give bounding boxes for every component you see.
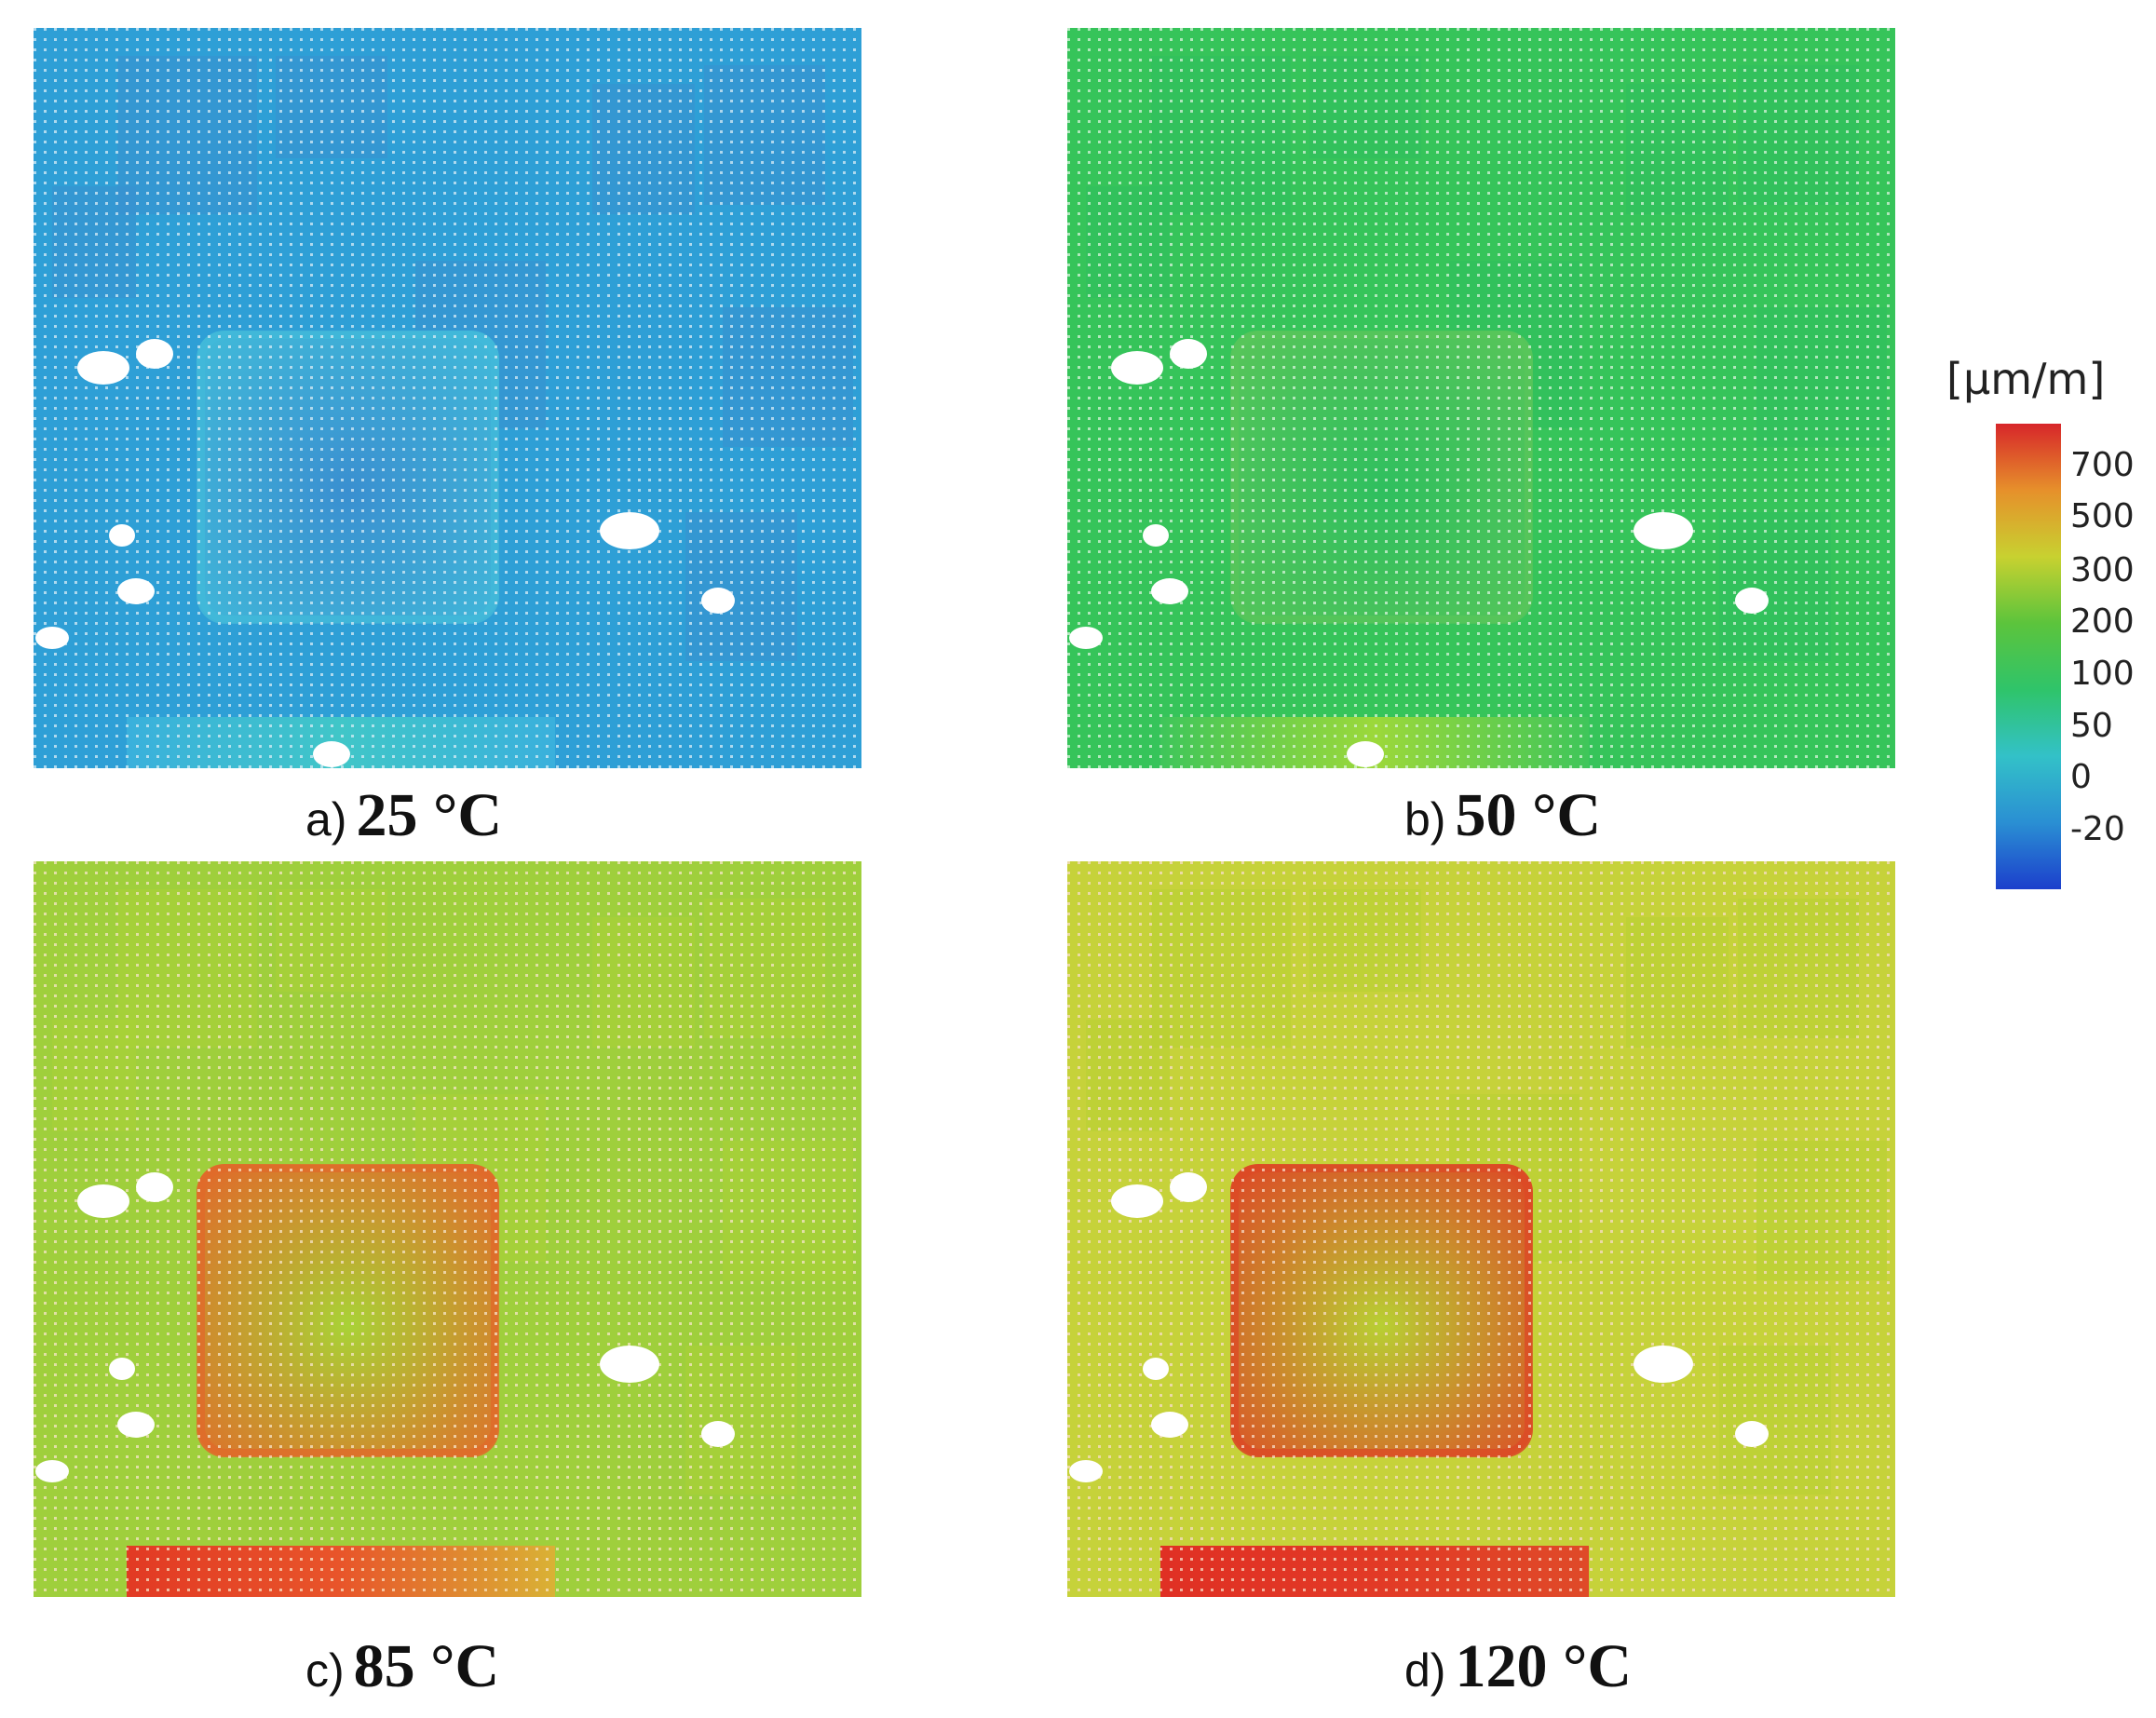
missing-data-region [1151,1412,1188,1438]
missing-data-region [1069,627,1103,649]
strain-map-25c-graphic [34,28,861,768]
colorbar-tick-500: 500 [2070,497,2135,535]
caption-letter: a) [305,793,347,845]
strain-map-25c [34,28,861,768]
strain-map-85c [34,861,861,1597]
strain-map-85c-graphic [34,861,861,1597]
measurement-grid [34,861,861,1597]
missing-data-region [600,512,659,549]
missing-data-region [1111,351,1163,385]
strain-map-120c [1067,861,1895,1597]
strain-map-50c-graphic [1067,28,1895,768]
colorbar-unit-label: [µm/m] [1946,354,2106,404]
missing-data-region [136,339,173,369]
caption-temperature: 85 °C [353,1632,500,1700]
missing-data-region [1151,578,1188,604]
missing-data-region [1069,1460,1103,1482]
missing-data-region [1735,1421,1769,1447]
missing-data-region [1170,339,1207,369]
colorbar-tick-0: 0 [2070,758,2092,796]
missing-data-region [136,1172,173,1202]
colorbar [1996,424,2061,889]
strain-map-120c-graphic [1067,861,1895,1597]
strain-map-50c [1067,28,1895,768]
measurement-grid [1067,28,1895,768]
missing-data-region [77,351,129,385]
colorbar-gradient [1996,424,2061,889]
measurement-grid [34,28,861,768]
missing-data-region [109,1358,135,1380]
colorbar-tick-700: 700 [2070,446,2135,484]
caption-panel-d: d) 120 °C [1404,1631,1632,1702]
missing-data-region [1347,741,1384,767]
caption-letter: c) [305,1644,345,1697]
colorbar-tick-100: 100 [2070,655,2135,693]
missing-data-region [1735,588,1769,614]
missing-data-region [1634,512,1693,549]
caption-letter: b) [1404,793,1446,845]
missing-data-region [1143,1358,1169,1380]
missing-data-region [1111,1184,1163,1218]
caption-panel-c: c) 85 °C [305,1631,499,1702]
measurement-grid [1067,861,1895,1597]
colorbar-tick-50: 50 [2070,707,2113,745]
missing-data-region [35,627,69,649]
caption-panel-a: a) 25 °C [305,780,502,851]
missing-data-region [77,1184,129,1218]
colorbar-tick-300: 300 [2070,551,2135,589]
missing-data-region [117,1412,155,1438]
missing-data-region [1143,524,1169,547]
missing-data-region [1634,1346,1693,1383]
missing-data-region [600,1346,659,1383]
colorbar-tick-200: 200 [2070,602,2135,641]
missing-data-region [117,578,155,604]
caption-temperature: 25 °C [356,781,503,849]
missing-data-region [1170,1172,1207,1202]
missing-data-region [109,524,135,547]
caption-panel-b: b) 50 °C [1404,780,1601,851]
missing-data-region [35,1460,69,1482]
caption-temperature: 50 °C [1455,781,1602,849]
caption-letter: d) [1404,1644,1446,1697]
caption-temperature: 120 °C [1455,1632,1633,1700]
missing-data-region [313,741,350,767]
colorbar-tick-minus20: -20 [2070,810,2125,848]
missing-data-region [701,1421,735,1447]
missing-data-region [701,588,735,614]
